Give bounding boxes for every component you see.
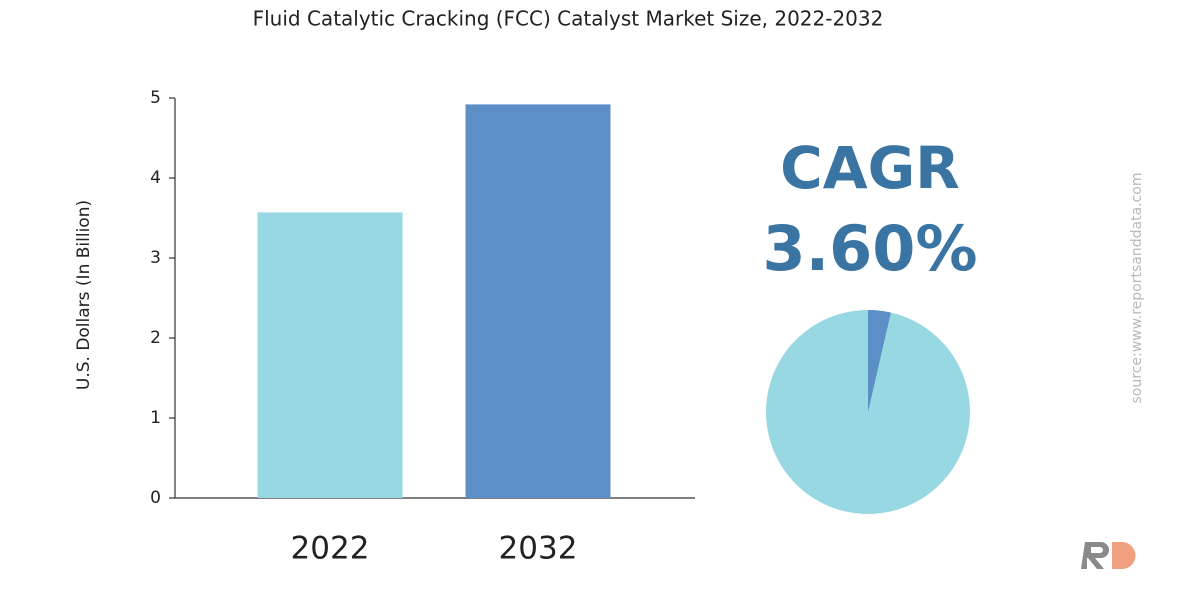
bar (257, 212, 403, 498)
y-tick-label: 3 (150, 248, 161, 268)
y-tick-label: 4 (150, 168, 161, 188)
cagr-value: 3.60% (762, 212, 977, 285)
x-tick-label: 2032 (499, 531, 578, 567)
source-note: source:www.reportsanddata.com (1129, 173, 1145, 404)
pie-slice (868, 310, 891, 412)
logo-d (1112, 542, 1136, 569)
chart-title: Fluid Catalytic Cracking (FCC) Catalyst … (253, 7, 884, 31)
x-tick-label: 2022 (291, 531, 370, 567)
y-tick-label: 5 (150, 88, 161, 108)
y-axis-label: U.S. Dollars (In Billion) (74, 200, 94, 390)
cagr-label: CAGR (780, 134, 960, 202)
y-tick-label: 2 (150, 328, 161, 348)
bar (465, 104, 611, 499)
y-tick-label: 1 (150, 408, 161, 428)
logo-r (1081, 542, 1109, 569)
logo (1081, 542, 1136, 569)
y-tick-label: 0 (150, 488, 161, 508)
